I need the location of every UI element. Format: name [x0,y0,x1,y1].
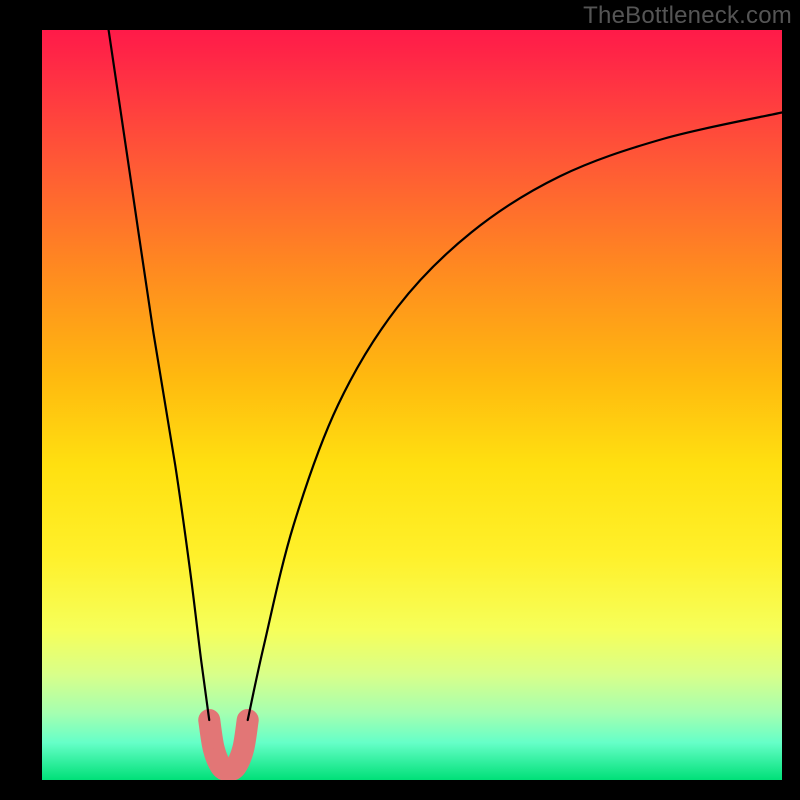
bottleneck-chart [0,0,800,800]
chart-stage: TheBottleneck.com [0,0,800,800]
chart-background [42,30,782,780]
